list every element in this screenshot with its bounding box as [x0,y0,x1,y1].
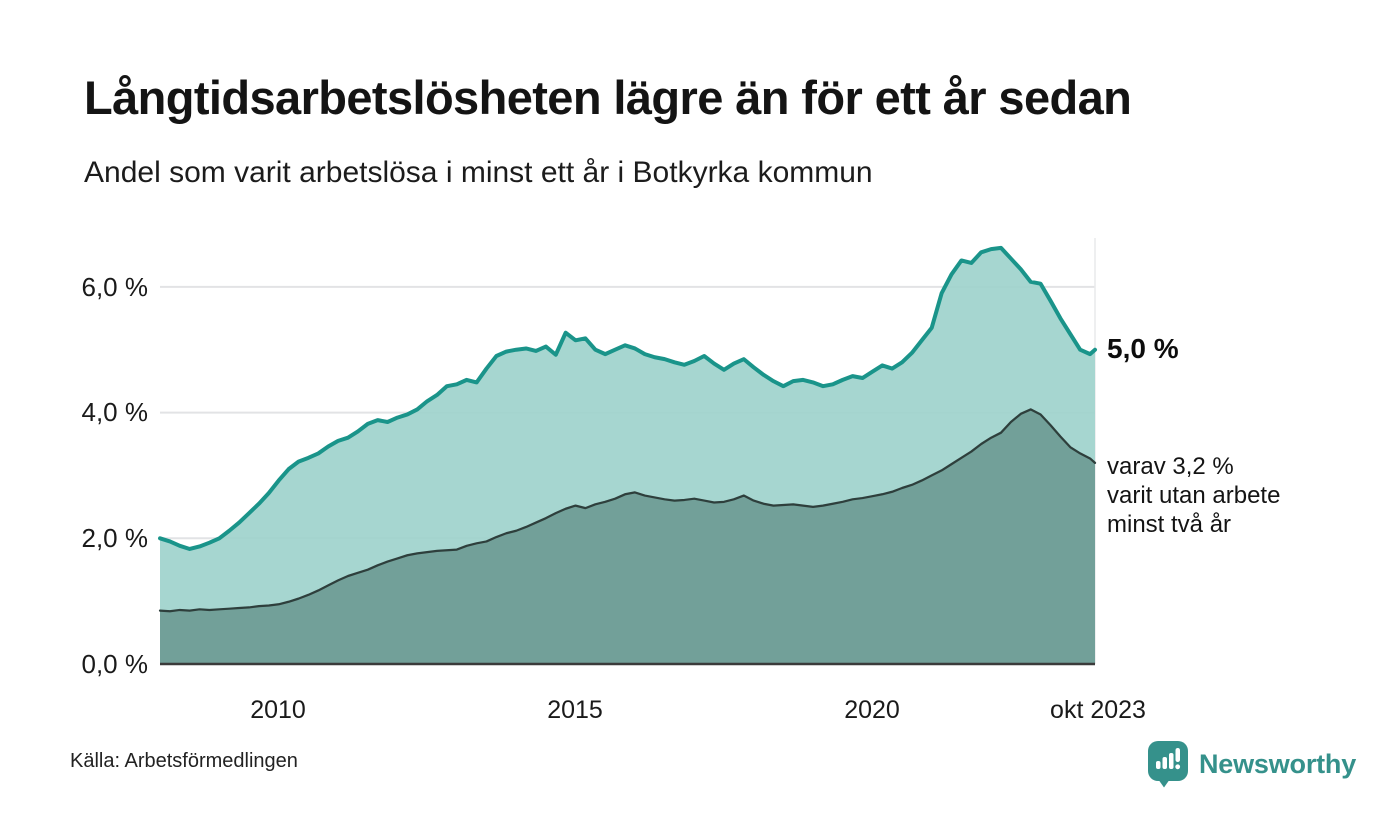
y-axis-label-6: 6,0 % [81,272,149,302]
newsworthy-wordmark: Newsworthy [1199,748,1357,779]
x-axis-label-okt-2023: okt 2023 [1050,696,1146,724]
page-subtitle: Andel som varit arbetslösa i minst ett å… [84,156,873,189]
source-note: Källa: Arbetsförmedlingen [70,750,298,772]
newsworthy-logo: Newsworthy [1147,740,1356,788]
x-axis-label-2015: 2015 [547,696,603,724]
end-note-label: varav 3,2 % varit utan arbete minst två … [1107,452,1280,539]
y-axis-label-4: 4,0 % [81,397,149,427]
x-axis-label-2020: 2020 [844,696,900,724]
y-axis-label-0: 0,0 % [81,649,149,679]
end-note-line-3: minst två år [1107,511,1232,538]
end-note-line-2: varit utan arbete [1107,482,1281,509]
newsworthy-logo-icon [1148,741,1188,788]
x-axis-label-2010: 2010 [250,696,306,724]
page-title: Långtidsarbetslösheten lägre än för ett … [84,71,1132,124]
end-note-line-1: varav 3,2 % [1107,453,1234,480]
y-axis-label-2: 2,0 % [81,523,149,553]
end-value-label: 5,0 % [1107,333,1179,364]
